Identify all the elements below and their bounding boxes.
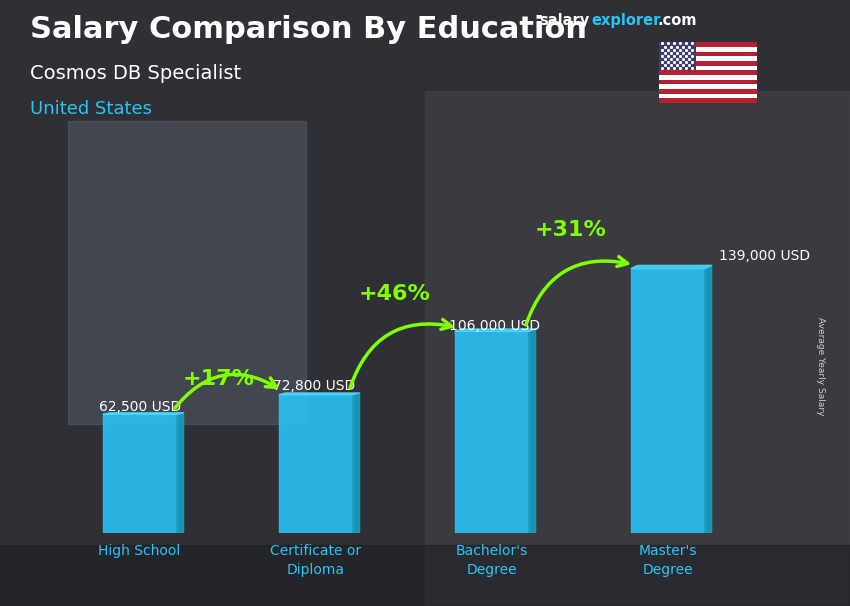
Text: 72,800 USD: 72,800 USD: [274, 379, 355, 393]
Bar: [659, 61, 756, 65]
Text: United States: United States: [30, 100, 152, 118]
Bar: [659, 89, 756, 94]
Text: 139,000 USD: 139,000 USD: [718, 249, 810, 263]
Bar: [659, 98, 756, 103]
Bar: [659, 56, 756, 61]
Bar: [659, 75, 756, 80]
Text: explorer: explorer: [592, 13, 661, 28]
Bar: [659, 52, 756, 56]
Text: .com: .com: [657, 13, 696, 28]
Text: 62,500 USD: 62,500 USD: [99, 400, 181, 415]
Bar: [68, 121, 306, 424]
Bar: [659, 84, 756, 89]
Text: +46%: +46%: [359, 284, 431, 304]
Polygon shape: [705, 265, 711, 533]
Polygon shape: [177, 413, 184, 533]
Text: Cosmos DB Specialist: Cosmos DB Specialist: [30, 64, 241, 82]
Polygon shape: [353, 393, 360, 533]
Bar: [631, 268, 705, 533]
Bar: [659, 47, 756, 52]
Text: Salary Comparison By Education: Salary Comparison By Education: [30, 15, 586, 44]
Bar: [0, 545, 850, 606]
Text: salary: salary: [540, 13, 590, 28]
Polygon shape: [455, 329, 536, 331]
Bar: [455, 331, 529, 533]
Text: +17%: +17%: [183, 368, 255, 388]
Bar: [659, 94, 756, 98]
Bar: [279, 395, 353, 533]
Polygon shape: [529, 329, 536, 533]
Bar: [659, 42, 756, 47]
Polygon shape: [631, 265, 711, 268]
Bar: [659, 80, 756, 84]
Polygon shape: [103, 413, 184, 415]
Polygon shape: [279, 393, 360, 395]
Bar: [659, 65, 756, 70]
Bar: [425, 91, 850, 606]
Text: Average Yearly Salary: Average Yearly Salary: [816, 318, 824, 416]
Text: +31%: +31%: [535, 220, 607, 240]
Text: 106,000 USD: 106,000 USD: [450, 319, 541, 333]
Bar: [659, 70, 756, 75]
Bar: [103, 415, 177, 533]
Bar: [659, 42, 696, 70]
